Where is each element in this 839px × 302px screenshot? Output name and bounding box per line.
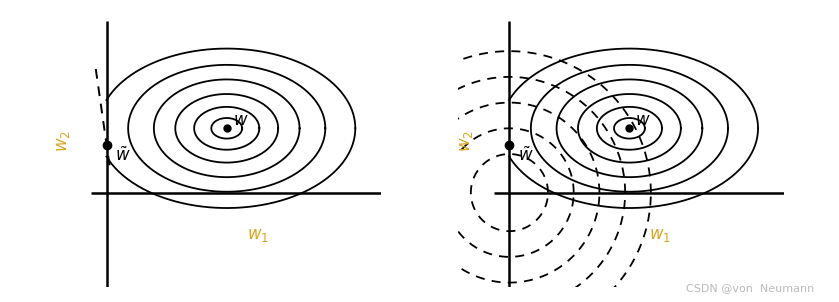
Text: $\tilde{w}$: $\tilde{w}$ — [518, 146, 534, 165]
Text: $\tilde{w}$: $\tilde{w}$ — [115, 146, 131, 165]
Text: $w_2$: $w_2$ — [54, 130, 72, 152]
Text: $w_1$: $w_1$ — [649, 226, 671, 244]
Text: $w_1$: $w_1$ — [247, 226, 268, 244]
Text: $w_2$: $w_2$ — [456, 130, 475, 152]
Text: $w$: $w$ — [635, 111, 651, 129]
Text: $w$: $w$ — [232, 111, 248, 129]
Text: CSDN @von  Neumann: CSDN @von Neumann — [685, 283, 814, 293]
